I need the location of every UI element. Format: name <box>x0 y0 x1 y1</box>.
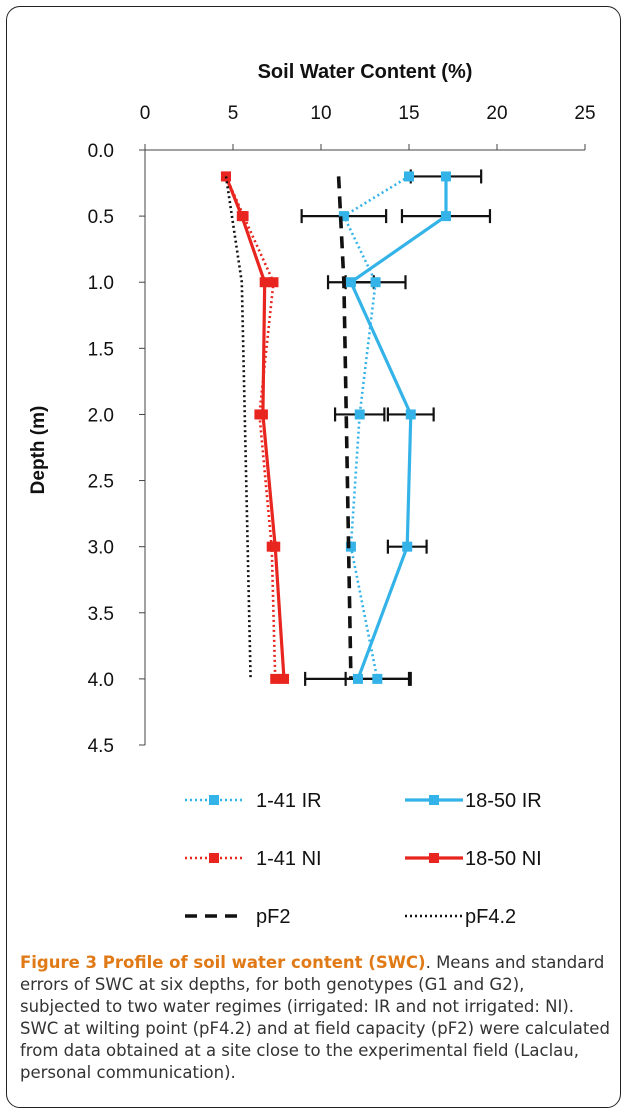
data-point <box>440 171 451 182</box>
legend-label: 1-41 IR <box>256 790 322 812</box>
data-point <box>279 673 290 684</box>
y-tick-label: 0.5 <box>88 207 114 228</box>
series-line <box>224 175 277 679</box>
x-tick-label: 20 <box>486 103 507 124</box>
series-line <box>224 175 286 680</box>
x-tick-label: 10 <box>310 103 331 124</box>
y-tick-label: 4.0 <box>88 670 114 691</box>
figure-caption: Figure 3 Profile of soil water content (… <box>20 952 610 1084</box>
caption-title: Figure 3 Profile of soil water content (… <box>20 953 426 972</box>
y-axis-label: Depth (m) <box>28 406 49 495</box>
data-point <box>270 673 281 684</box>
y-tick-label: 0.0 <box>88 141 114 162</box>
data-point <box>236 211 247 222</box>
data-point <box>402 541 413 552</box>
y-tick-label: 1.5 <box>88 339 114 360</box>
caption-text: . Means and standard errors of SWC at si… <box>20 953 610 1082</box>
legend-label: pF2 <box>256 906 290 928</box>
x-tick-label: 0 <box>140 103 151 124</box>
legend-label: 1-41 NI <box>256 848 322 870</box>
series-line <box>342 175 410 680</box>
y-tick-label: 4.5 <box>88 736 114 757</box>
legend-label: 18-50 NI <box>465 848 542 870</box>
series-line <box>336 176 353 679</box>
y-tick-label: 3.5 <box>88 604 114 625</box>
plot-area <box>220 169 492 686</box>
data-point <box>370 277 381 288</box>
data-point <box>270 541 281 552</box>
legend-swatch-marker <box>209 853 219 863</box>
data-point <box>405 409 416 420</box>
data-point <box>345 541 356 552</box>
y-tick-label: 2.5 <box>88 472 114 493</box>
data-point <box>440 211 451 222</box>
chart-title: Soil Water Content (%) <box>258 61 473 83</box>
swc-depth-chart: Soil Water Content (%) Depth (m) 0 5 10 15 2… <box>28 61 596 928</box>
data-point <box>404 171 414 182</box>
y-tick-label: 2.0 <box>88 405 114 426</box>
legend-label: pF4.2 <box>465 906 516 928</box>
axes: 0 5 10 15 20 25 0.0 0.5 1.0 1.5 2.0 2.5 3.0 3.5 4.0 4.5 <box>88 103 596 757</box>
legend-label: 18-50 IR <box>465 790 542 812</box>
legend-swatch-marker <box>429 853 439 863</box>
y-tick-label: 1.0 <box>88 273 114 294</box>
data-point <box>372 673 383 684</box>
data-point <box>268 277 279 288</box>
x-tick-label: 15 <box>398 103 419 124</box>
y-tick-label: 3.0 <box>88 538 114 559</box>
series-line <box>224 176 252 679</box>
legend-swatch-marker <box>209 795 219 805</box>
legend-swatch-marker <box>429 795 439 805</box>
x-tick-label: 25 <box>574 103 595 124</box>
data-point <box>354 409 365 420</box>
legend: 1-41 IR 18-50 IR 1-41 NI 18-50 NI pF2 pF4.2 <box>185 790 542 928</box>
data-point <box>257 409 268 420</box>
data-point <box>259 277 270 288</box>
data-point <box>338 211 349 222</box>
data-point <box>345 277 356 288</box>
data-point <box>352 673 363 684</box>
x-tick-label: 5 <box>228 103 239 124</box>
series-line <box>349 176 448 680</box>
figure-frame <box>6 6 621 1108</box>
